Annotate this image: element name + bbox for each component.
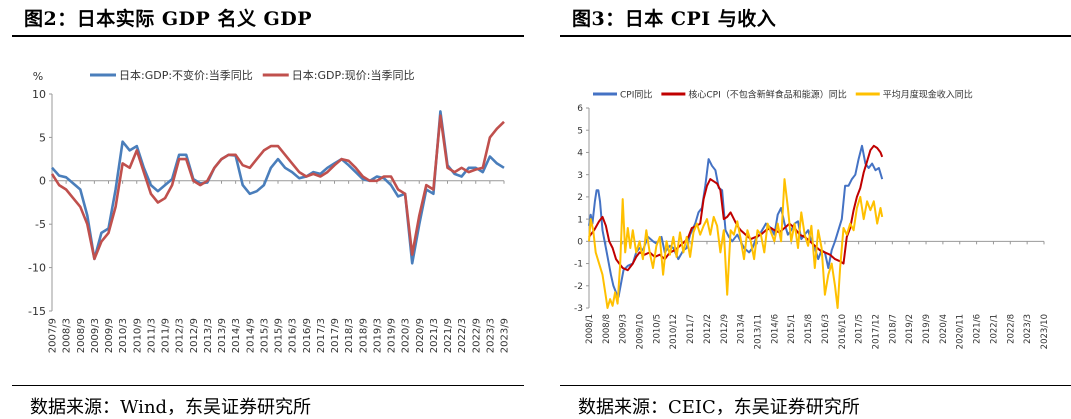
y-tick-label: 2 [577, 193, 583, 203]
title-rule [12, 35, 524, 37]
y-tick-label: -15 [28, 305, 46, 318]
x-tick-label: 2023/10 [1040, 314, 1050, 349]
x-tick-label: 2020/4 [939, 314, 949, 344]
data-source-note: 数据来源：CEIC，东吴证券研究所 [578, 397, 860, 418]
x-tick-label: 2008/9 [76, 318, 87, 353]
y-tick-label: 5 [39, 131, 46, 144]
x-tick-label: 2011/7 [686, 314, 696, 344]
y-tick-label: 5 [577, 126, 583, 136]
legend-label: 平均月度现金收入同比 [883, 88, 973, 100]
x-tick-label: 2010/9 [132, 318, 143, 353]
x-tick-label: 2021/3 [429, 318, 440, 353]
x-tick-label: 2014/9 [245, 318, 256, 353]
x-tick-label: 2012/9 [720, 314, 730, 344]
x-tick-label: 2012/3 [175, 318, 186, 353]
y-tick-label: 10 [32, 88, 46, 101]
y-tick-label: -3 [574, 304, 583, 314]
y-tick-label: -1 [574, 260, 583, 270]
x-tick-label: 2017/12 [871, 314, 881, 349]
series-line [51, 110, 505, 265]
series-line [588, 178, 884, 309]
x-tick-label: 2014/3 [231, 318, 242, 353]
x-tick-label: 2019/9 [922, 314, 932, 344]
x-tick-label: 2022/1 [989, 314, 999, 344]
figure-title: 图2：日本实际 GDP 名义 GDP [24, 8, 313, 30]
gdp-chart: -15 -10 -5 0 5 10% 2007/9 2008/3 2008/9 2009/3 200… [28, 68, 511, 353]
x-tick-label: 2020/9 [415, 318, 426, 353]
x-tick-label: 2010/12 [669, 314, 679, 349]
source-rule [560, 385, 1071, 386]
y-tick-label: 4 [577, 149, 583, 159]
x-tick-label: 2015/3 [259, 318, 270, 353]
x-tick-label: 2008/3 [62, 318, 73, 353]
y-tick-label: -2 [574, 282, 583, 292]
x-tick-label: 2011/3 [146, 318, 157, 353]
y-tick-label: 6 [577, 104, 583, 114]
legend-label: CPI同比 [620, 88, 652, 100]
x-tick-label: 2022/8 [1006, 314, 1016, 344]
title-rule [560, 35, 1071, 37]
x-tick-label: 2016/3 [821, 314, 831, 344]
x-tick-label: 2019/2 [905, 314, 915, 344]
x-tick-label: 2012/9 [189, 318, 200, 353]
x-tick-label: 2023/3 [1023, 314, 1033, 344]
legend-label: 日本:GDP:现价:当季同比 [292, 68, 415, 82]
y-tick-label: 0 [39, 175, 46, 188]
x-tick-label: 2012/2 [703, 314, 713, 344]
series-line [588, 144, 884, 272]
x-tick-label: 2020/11 [956, 314, 966, 349]
x-tick-label: 2018/7 [888, 314, 898, 344]
x-tick-label: 2022/9 [471, 318, 482, 353]
x-tick-label: 2016/10 [838, 314, 848, 349]
x-tick-label: 2016/9 [302, 318, 313, 353]
x-tick-label: 2021/6 [973, 314, 983, 344]
cpi-chart: -3 -2 -1 0 1 2 3 4 5 6 2008/1 2008/8 2009/3 2009/10 20… [574, 88, 1050, 349]
x-tick-label: 2010/3 [118, 318, 129, 353]
x-tick-label: 2015/9 [274, 318, 285, 353]
x-tick-label: 2009/9 [104, 318, 115, 353]
x-tick-label: 2009/10 [636, 314, 646, 349]
x-tick-label: 2008/1 [585, 314, 595, 344]
source-rule [12, 385, 524, 386]
x-tick-label: 2018/9 [358, 318, 369, 353]
x-tick-label: 2017/5 [855, 314, 865, 344]
y-tick-label: 0 [577, 237, 583, 247]
x-tick-label: 2023/9 [500, 318, 511, 353]
x-tick-label: 2019/9 [387, 318, 398, 353]
x-tick-label: 2013/11 [753, 314, 763, 349]
x-tick-label: 2013/3 [203, 318, 214, 353]
x-tick-label: 2017/3 [316, 318, 327, 353]
legend-label: 核心CPI（不包含新鲜食品和能源）同比 [688, 88, 846, 100]
y-tick-label: 1 [577, 215, 583, 225]
y-tick-label: -5 [35, 218, 46, 231]
x-tick-label: 2009/3 [90, 318, 101, 353]
x-tick-label: 2019/3 [372, 318, 383, 353]
x-tick-label: 2018/3 [344, 318, 355, 353]
y-tick-label: -10 [28, 261, 46, 274]
x-tick-label: 2007/9 [48, 318, 59, 353]
figure-title: 图3：日本 CPI 与收入 [572, 8, 777, 30]
x-tick-label: 2023/3 [485, 318, 496, 353]
x-tick-label: 2009/3 [619, 314, 629, 344]
x-tick-label: 2010/5 [652, 314, 662, 344]
figure-panel-left: 图2：日本实际 GDP 名义 GDP -15 -10 -5 0 5 10% 2007/9 20… [0, 0, 524, 419]
figure-panel-right: 图3：日本 CPI 与收入 -3 -2 -1 0 1 2 3 4 5 6 2008/1 2008/8 2… [548, 0, 1071, 419]
x-tick-label: 2020/3 [401, 318, 412, 353]
x-tick-label: 2017/9 [330, 318, 341, 353]
x-tick-label: 2022/3 [457, 318, 468, 353]
y-axis-unit: % [33, 70, 43, 83]
x-tick-label: 2013/9 [217, 318, 228, 353]
legend-label: 日本:GDP:不变价:当季同比 [119, 68, 253, 82]
x-tick-label: 2014/6 [770, 314, 780, 344]
data-source-note: 数据来源：Wind，东吴证券研究所 [30, 397, 312, 418]
y-tick-label: 3 [577, 171, 583, 181]
x-tick-label: 2011/9 [161, 318, 172, 353]
series-line [50, 114, 505, 261]
x-tick-label: 2013/4 [737, 314, 747, 344]
x-tick-label: 2021/9 [443, 318, 454, 353]
x-tick-label: 2015/1 [787, 314, 797, 344]
x-tick-label: 2015/8 [804, 314, 814, 344]
x-tick-label: 2008/8 [602, 314, 612, 344]
x-tick-label: 2016/3 [288, 318, 299, 353]
